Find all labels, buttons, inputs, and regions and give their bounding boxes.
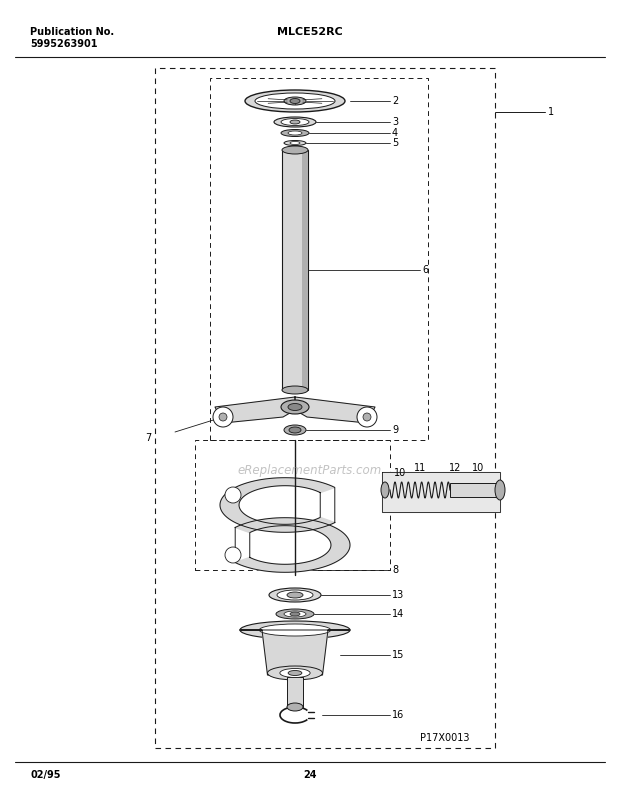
Polygon shape [220, 478, 335, 532]
Ellipse shape [267, 666, 322, 680]
Ellipse shape [281, 400, 309, 414]
Text: 9: 9 [392, 425, 398, 435]
Text: 15: 15 [392, 650, 404, 660]
Ellipse shape [290, 120, 300, 124]
Bar [210, 78, 428, 440]
Text: 1: 1 [548, 107, 554, 117]
Ellipse shape [276, 609, 314, 619]
Bar [302, 150, 308, 390]
Ellipse shape [288, 403, 302, 411]
Ellipse shape [284, 97, 306, 105]
Ellipse shape [255, 93, 335, 109]
Ellipse shape [284, 141, 306, 146]
Text: 14: 14 [392, 609, 404, 619]
Ellipse shape [287, 592, 303, 598]
Ellipse shape [274, 117, 316, 127]
Bar [450, 483, 500, 497]
Text: 5995263901: 5995263901 [30, 39, 97, 49]
Bar [195, 440, 390, 570]
Circle shape [357, 407, 377, 427]
Circle shape [225, 487, 241, 503]
Text: 6: 6 [422, 265, 428, 275]
Text: Publication No.: Publication No. [30, 27, 114, 37]
Circle shape [219, 413, 227, 421]
Ellipse shape [289, 427, 301, 433]
Ellipse shape [245, 90, 345, 112]
Ellipse shape [284, 425, 306, 435]
Text: 5: 5 [392, 138, 398, 148]
Polygon shape [215, 397, 295, 423]
Text: MLCE52RC: MLCE52RC [277, 27, 343, 37]
Text: 7: 7 [145, 433, 151, 443]
Text: 4: 4 [392, 128, 398, 138]
Circle shape [213, 407, 233, 427]
Text: 13: 13 [392, 590, 404, 600]
Ellipse shape [290, 612, 300, 616]
Text: 10: 10 [394, 468, 406, 478]
Text: 3: 3 [392, 117, 398, 127]
Text: 12: 12 [449, 463, 461, 473]
Text: eReplacementParts.com: eReplacementParts.com [238, 464, 382, 476]
Ellipse shape [381, 482, 389, 498]
Text: 24: 24 [303, 770, 317, 780]
Polygon shape [382, 472, 500, 512]
Polygon shape [295, 397, 375, 423]
Ellipse shape [259, 624, 330, 636]
Text: 16: 16 [392, 710, 404, 720]
Text: 8: 8 [392, 565, 398, 575]
Ellipse shape [288, 131, 302, 135]
Polygon shape [240, 630, 350, 675]
Bar [287, 677, 303, 707]
Text: P17X0013: P17X0013 [420, 733, 469, 743]
Ellipse shape [284, 611, 306, 617]
Bar [282, 150, 308, 390]
Circle shape [225, 547, 241, 563]
Ellipse shape [495, 480, 505, 500]
Text: 11: 11 [414, 463, 426, 473]
Ellipse shape [277, 590, 313, 600]
Ellipse shape [290, 142, 300, 145]
Text: 02/95: 02/95 [30, 770, 61, 780]
Ellipse shape [240, 621, 350, 639]
Ellipse shape [269, 588, 321, 602]
Bar [155, 68, 495, 748]
Ellipse shape [288, 671, 302, 676]
Text: 2: 2 [392, 96, 398, 106]
Ellipse shape [282, 386, 308, 394]
Circle shape [363, 413, 371, 421]
Text: 10: 10 [472, 463, 484, 473]
Polygon shape [235, 517, 350, 573]
Ellipse shape [282, 146, 308, 154]
Ellipse shape [287, 703, 303, 711]
Ellipse shape [290, 99, 300, 104]
Ellipse shape [280, 668, 310, 678]
Ellipse shape [281, 130, 309, 137]
Ellipse shape [281, 119, 309, 126]
